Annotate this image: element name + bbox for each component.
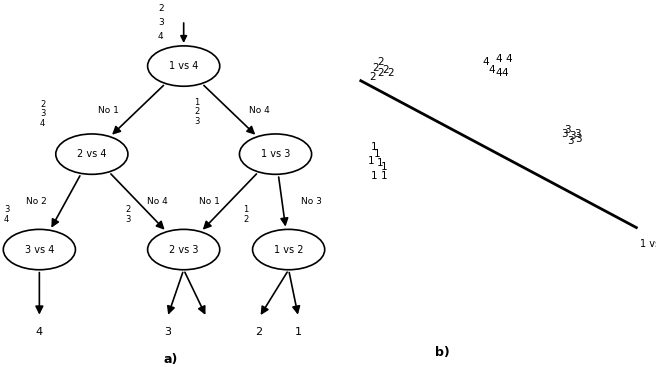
Text: 1: 1 [367, 156, 374, 167]
Text: 4: 4 [495, 54, 502, 64]
Text: No 1: No 1 [199, 197, 220, 206]
Text: No 4: No 4 [249, 106, 270, 115]
Text: No 4: No 4 [147, 197, 168, 206]
Text: 1: 1 [371, 142, 377, 152]
Text: 2
3: 2 3 [125, 206, 131, 224]
Text: 2: 2 [382, 65, 389, 75]
Text: No 3: No 3 [301, 197, 322, 206]
Text: b): b) [436, 346, 450, 359]
Text: 2 vs 3: 2 vs 3 [169, 244, 198, 255]
Text: No 2: No 2 [26, 197, 47, 206]
Text: 1: 1 [377, 158, 384, 168]
Text: 4: 4 [158, 32, 163, 41]
Text: 1: 1 [380, 162, 387, 172]
Text: 1 vs 4 SVM: 1 vs 4 SVM [640, 239, 656, 248]
Text: 1
2
3: 1 2 3 [194, 98, 199, 126]
Text: 2
3
4: 2 3 4 [40, 99, 45, 128]
Text: 1 vs 4: 1 vs 4 [169, 61, 198, 71]
Text: 4: 4 [482, 57, 489, 68]
Text: No 1: No 1 [98, 106, 119, 115]
Text: 1: 1 [371, 171, 377, 181]
Text: 2 vs 4: 2 vs 4 [77, 149, 106, 159]
Text: 1 vs 2: 1 vs 2 [274, 244, 303, 255]
Text: 4: 4 [495, 68, 502, 79]
Text: 1 vs 3: 1 vs 3 [261, 149, 290, 159]
Text: 4: 4 [502, 68, 508, 79]
Text: 1: 1 [380, 171, 387, 181]
Text: 3: 3 [574, 129, 581, 139]
Text: 3: 3 [164, 327, 171, 337]
Text: a): a) [163, 353, 178, 366]
Text: 2: 2 [158, 4, 163, 13]
Text: 3: 3 [561, 129, 567, 139]
Text: 3
4: 3 4 [4, 206, 9, 224]
Text: 2: 2 [372, 63, 379, 73]
Text: 3: 3 [567, 136, 574, 146]
Text: 1
2: 1 2 [243, 206, 249, 224]
Text: 3: 3 [564, 125, 571, 135]
Text: 4: 4 [505, 54, 512, 64]
Text: 2: 2 [387, 68, 394, 79]
Text: 2: 2 [377, 57, 384, 68]
Text: 3: 3 [575, 134, 583, 145]
Text: 1: 1 [374, 149, 380, 159]
Text: 1: 1 [295, 327, 302, 337]
Text: 3 vs 4: 3 vs 4 [25, 244, 54, 255]
Text: 4: 4 [489, 65, 495, 75]
Text: 2: 2 [369, 72, 376, 82]
Text: 2: 2 [377, 68, 384, 79]
Text: 3: 3 [569, 131, 576, 141]
Text: 3: 3 [158, 18, 163, 27]
Text: 2: 2 [256, 327, 262, 337]
Text: 4: 4 [36, 327, 43, 337]
